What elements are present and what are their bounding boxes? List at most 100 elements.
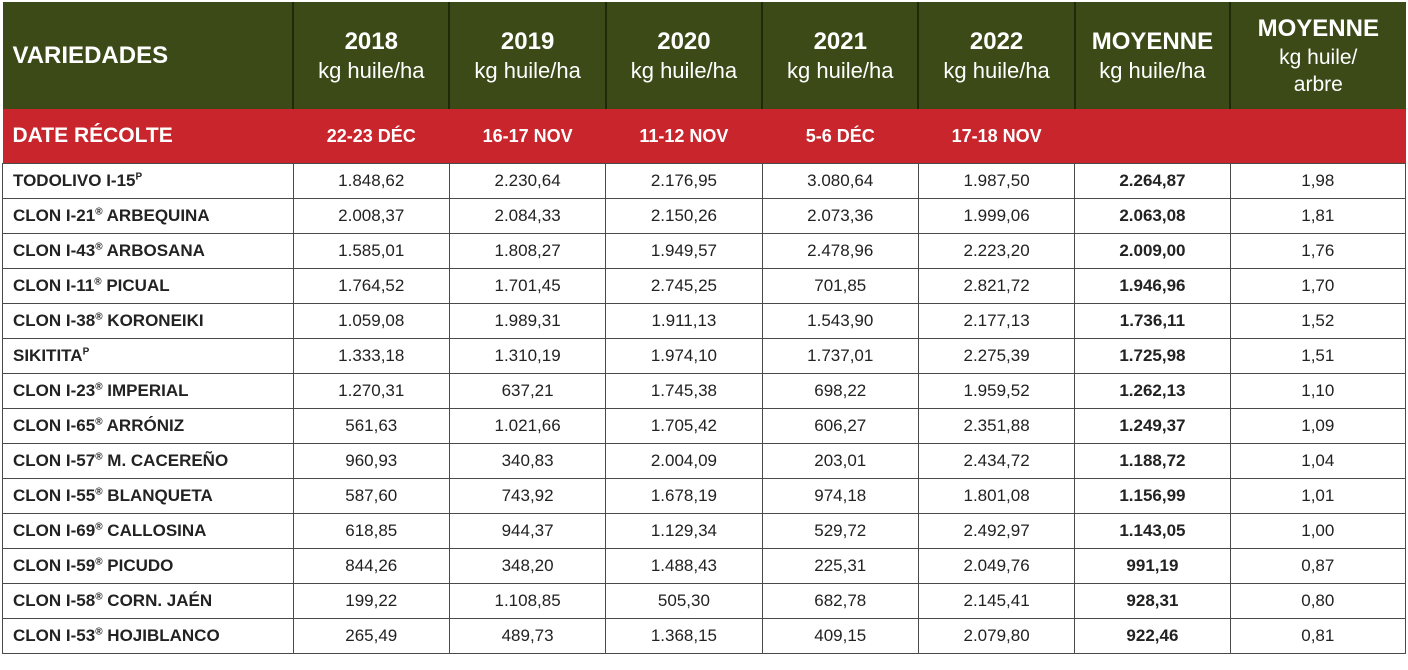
avg-tree-cell: 1,52 <box>1229 303 1407 339</box>
variety-name-text: CLON I-65 <box>13 416 96 435</box>
yield-cell-2018: 265,49 <box>292 618 450 654</box>
harvest-date-2018: 22-23 DÉC <box>293 109 450 164</box>
avg-ha-cell: 2.009,00 <box>1074 233 1231 269</box>
header-avg-tree: MOYENNE kg huile/arbre <box>1230 2 1406 109</box>
table-row: CLON I-55® BLANQUETA 587,60 743,92 1.678,19… <box>2 478 1407 514</box>
yield-cell-2021: 1.737,01 <box>761 338 919 374</box>
variety-name-suffix: PICUDO <box>102 556 174 575</box>
yield-cell-2018: 1.848,62 <box>292 163 450 199</box>
yield-cell-2019: 743,92 <box>448 478 607 514</box>
avg-tree-cell: 1,01 <box>1229 478 1407 514</box>
variety-name-suffix: ARRÓNIZ <box>102 416 185 435</box>
yield-cell-2020: 1.705,42 <box>605 408 763 444</box>
harvest-date-empty-2 <box>1230 109 1406 164</box>
variety-name-suffix: M. CACEREÑO <box>102 451 229 470</box>
yield-cell-2022: 2.079,80 <box>917 618 1076 654</box>
yield-cell-2019: 1.108,85 <box>448 583 607 619</box>
yield-cell-2020: 2.745,25 <box>605 268 763 304</box>
avg-ha-cell: 922,46 <box>1074 618 1231 654</box>
yield-cell-2019: 637,21 <box>448 373 607 409</box>
variety-mark: ® <box>94 276 102 288</box>
header-year-2021: 2021 kg huile/ha <box>762 2 920 109</box>
variety-name-suffix: CALLOSINA <box>102 521 207 540</box>
header-year-2020: 2020 kg huile/ha <box>605 2 764 109</box>
avg-ha-cell: 1.736,11 <box>1074 303 1231 339</box>
yield-cell-2019: 1.808,27 <box>448 233 607 269</box>
yield-cell-2018: 1.585,01 <box>292 233 450 269</box>
yield-cell-2019: 2.084,33 <box>448 198 607 234</box>
yield-cell-2018: 561,63 <box>292 408 450 444</box>
avg-ha-cell: 928,31 <box>1074 583 1231 619</box>
avg-tree-cell: 0,87 <box>1229 548 1407 584</box>
variety-name-text: CLON I-55 <box>13 486 96 505</box>
yield-cell-2021: 2.073,36 <box>761 198 919 234</box>
yield-cell-2020: 2.176,95 <box>605 163 763 199</box>
table-row: CLON I-23® IMPERIAL 1.270,31 637,21 1.745,3… <box>2 373 1407 409</box>
avg-ha-cell: 2.264,87 <box>1074 163 1231 199</box>
avg-ha-cell: 1.262,13 <box>1074 373 1231 409</box>
yield-cell-2019: 1.021,66 <box>448 408 607 444</box>
yield-cell-2018: 960,93 <box>292 443 450 479</box>
yield-cell-2020: 505,30 <box>605 583 763 619</box>
variety-name-text: CLON I-43 <box>13 241 96 260</box>
avg-tree-cell: 1,10 <box>1229 373 1407 409</box>
yield-cell-2018: 2.008,37 <box>292 198 450 234</box>
variety-name-text: TODOLIVO I-15 <box>13 171 136 190</box>
avg-tree-cell: 1,04 <box>1229 443 1407 479</box>
yield-cell-2022: 2.145,41 <box>917 583 1076 619</box>
variety-name-suffix: BLANQUETA <box>102 486 213 505</box>
variety-mark: ® <box>95 521 103 533</box>
table-row: CLON I-38® KORONEIKI 1.059,08 1.989,31 1.91… <box>2 303 1407 339</box>
variety-name: CLON I-59® PICUDO <box>2 548 294 584</box>
header-avg-ha: MOYENNE kg huile/ha <box>1074 2 1232 109</box>
variety-name: CLON I-53® HOJIBLANCO <box>2 618 294 654</box>
variety-name-text: CLON I-38 <box>13 311 96 330</box>
variety-mark: ® <box>95 451 103 463</box>
yield-cell-2020: 1.745,38 <box>605 373 763 409</box>
yield-cell-2019: 1.701,45 <box>448 268 607 304</box>
harvest-date-label: DATE RÉCOLTE <box>2 109 294 164</box>
variety-name: CLON I-21® ARBEQUINA <box>2 198 294 234</box>
yield-cell-2018: 1.059,08 <box>292 303 450 339</box>
yield-cell-2022: 2.049,76 <box>917 548 1076 584</box>
avg-tree-cell: 1,70 <box>1229 268 1407 304</box>
variety-name: CLON I-55® BLANQUETA <box>2 478 294 514</box>
avg-ha-cell: 1.249,37 <box>1074 408 1231 444</box>
table-row: SIKITITAP 1.333,18 1.310,19 1.974,10 1.737,0… <box>2 338 1407 374</box>
yield-cell-2021: 225,31 <box>761 548 919 584</box>
avg-ha-cell: 1.946,96 <box>1074 268 1231 304</box>
avg-tree-cell: 1,09 <box>1229 408 1407 444</box>
table-row: CLON I-69® CALLOSINA 618,85 944,37 1.129,34… <box>2 513 1407 549</box>
yield-cell-2021: 682,78 <box>761 583 919 619</box>
harvest-date-row: DATE RÉCOLTE 22-23 DÉC 16-17 NOV 11-12 N… <box>2 109 1406 164</box>
variety-mark: ® <box>95 311 103 323</box>
avg-ha-cell: 1.725,98 <box>1074 338 1231 374</box>
yield-cell-2021: 203,01 <box>761 443 919 479</box>
yield-cell-2021: 1.543,90 <box>761 303 919 339</box>
yield-cell-2019: 1.310,19 <box>448 338 607 374</box>
variety-name-suffix: IMPERIAL <box>102 381 189 400</box>
avg-tree-cell: 1,81 <box>1229 198 1407 234</box>
variety-name-text: CLON I-69 <box>13 521 96 540</box>
avg-tree-cell: 1,98 <box>1229 163 1407 199</box>
variety-name: CLON I-65® ARRÓNIZ <box>2 408 294 444</box>
table-row: CLON I-21® ARBEQUINA 2.008,37 2.084,33 2.15… <box>2 198 1407 234</box>
yield-cell-2020: 1.949,57 <box>605 233 763 269</box>
yield-cell-2019: 489,73 <box>448 618 607 654</box>
yield-cell-2022: 1.999,06 <box>917 198 1076 234</box>
avg-ha-cell: 2.063,08 <box>1074 198 1231 234</box>
table-row: CLON I-58® CORN. JAÉN 199,22 1.108,85 505,3… <box>2 583 1407 619</box>
avg-tree-cell: 0,81 <box>1229 618 1407 654</box>
yield-cell-2018: 1.270,31 <box>292 373 450 409</box>
variety-name: CLON I-11® PICUAL <box>2 268 294 304</box>
variety-name: CLON I-43® ARBOSANA <box>2 233 294 269</box>
header-row: VARIEDADES 2018 kg huile/ha 2019 kg huile/… <box>2 2 1406 109</box>
yield-cell-2020: 1.911,13 <box>605 303 763 339</box>
variety-mark: ® <box>95 486 103 498</box>
yield-cell-2022: 2.223,20 <box>917 233 1076 269</box>
variety-name-suffix: ARBEQUINA <box>102 206 210 225</box>
variety-name: CLON I-23® IMPERIAL <box>2 373 294 409</box>
harvest-date-empty-1 <box>1074 109 1231 164</box>
variety-name: TODOLIVO I-15P <box>2 163 294 199</box>
yield-cell-2022: 2.821,72 <box>917 268 1076 304</box>
